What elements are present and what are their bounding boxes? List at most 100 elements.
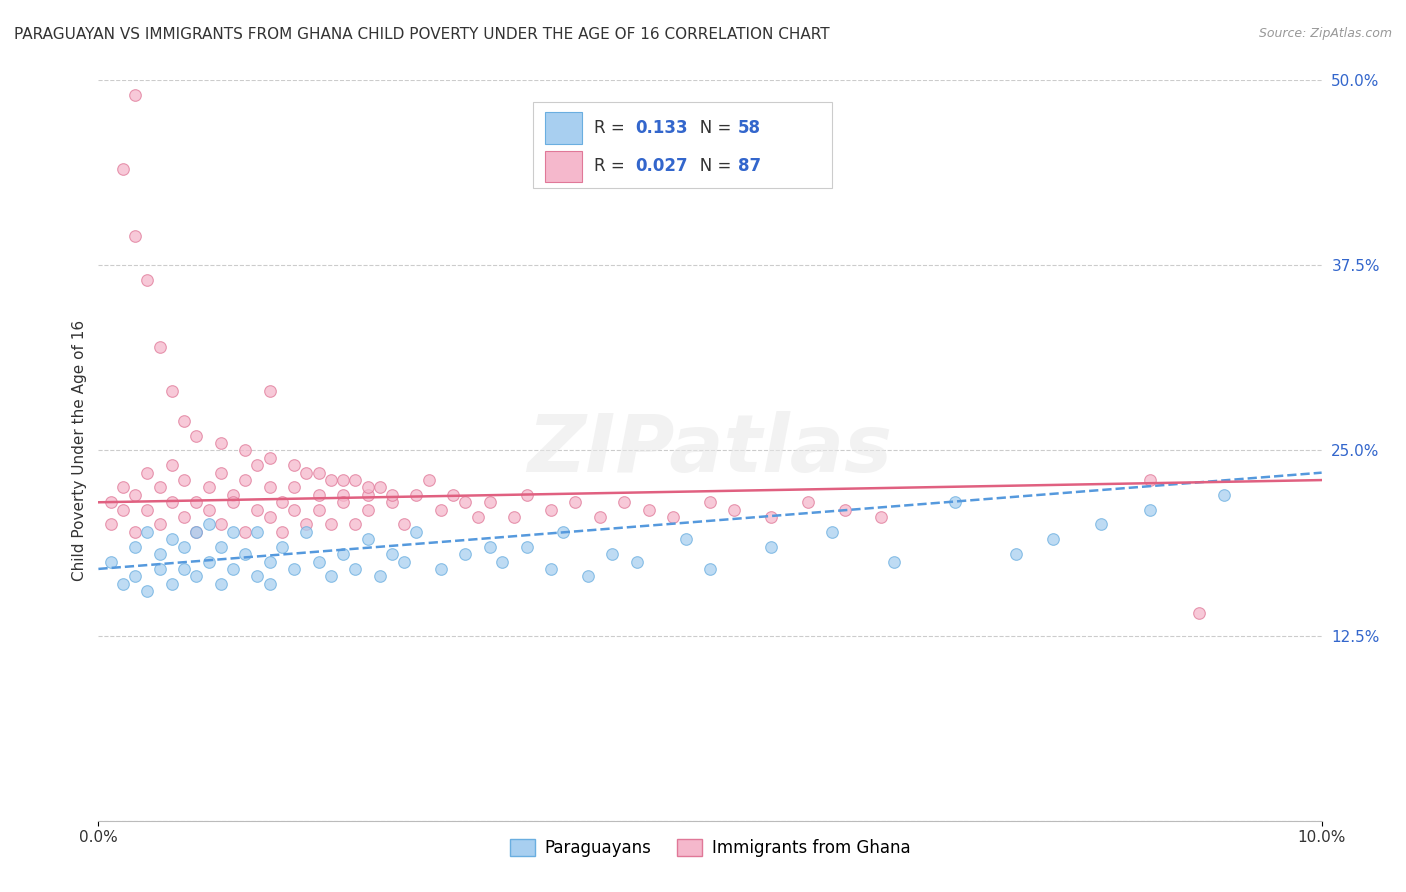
Point <box>136 584 159 599</box>
Point <box>259 450 281 465</box>
Point <box>405 488 427 502</box>
Text: 0.133: 0.133 <box>636 119 688 137</box>
Point <box>233 473 256 487</box>
Point <box>124 540 146 554</box>
Point <box>589 510 612 524</box>
Point <box>209 576 232 591</box>
Point <box>564 495 586 509</box>
Point <box>491 555 513 569</box>
Point <box>186 524 208 539</box>
Point <box>124 569 146 583</box>
Text: ZIPatlas: ZIPatlas <box>527 411 893 490</box>
Point <box>136 273 159 287</box>
Point <box>295 466 318 480</box>
Point <box>759 510 782 524</box>
Point <box>478 540 501 554</box>
Text: 58: 58 <box>738 119 761 137</box>
Point <box>368 569 391 583</box>
Point <box>308 488 330 502</box>
Point <box>699 495 721 509</box>
Text: N =: N = <box>685 157 737 176</box>
Point <box>270 540 292 554</box>
Point <box>516 488 538 502</box>
Text: 87: 87 <box>738 157 761 176</box>
Point <box>186 495 208 509</box>
Point <box>222 495 245 509</box>
Point <box>1212 488 1234 502</box>
Point <box>478 495 501 509</box>
Point <box>356 488 378 502</box>
FancyBboxPatch shape <box>546 112 582 144</box>
Text: 0.027: 0.027 <box>636 157 688 176</box>
Point <box>308 466 330 480</box>
Text: PARAGUAYAN VS IMMIGRANTS FROM GHANA CHILD POVERTY UNDER THE AGE OF 16 CORRELATIO: PARAGUAYAN VS IMMIGRANTS FROM GHANA CHIL… <box>14 27 830 42</box>
Text: Source: ZipAtlas.com: Source: ZipAtlas.com <box>1258 27 1392 40</box>
Point <box>259 555 281 569</box>
Point <box>723 502 745 516</box>
Point <box>233 524 256 539</box>
Point <box>173 414 195 428</box>
Point <box>111 480 134 494</box>
Point <box>381 547 404 561</box>
Point <box>356 502 378 516</box>
Point <box>100 555 122 569</box>
FancyBboxPatch shape <box>546 151 582 182</box>
Point <box>430 502 453 516</box>
Point <box>233 443 256 458</box>
Point <box>441 488 464 502</box>
Point <box>160 576 183 591</box>
Point <box>356 480 378 494</box>
Point <box>626 555 648 569</box>
Point <box>553 524 575 539</box>
Point <box>283 562 305 576</box>
Point <box>136 502 159 516</box>
Point <box>246 569 269 583</box>
Point <box>381 495 404 509</box>
Point <box>368 480 391 494</box>
Point <box>283 458 305 473</box>
Point <box>662 510 685 524</box>
Point <box>124 88 146 103</box>
Point <box>516 540 538 554</box>
Point <box>111 162 134 177</box>
Point <box>637 502 661 516</box>
Text: N =: N = <box>685 119 737 137</box>
Point <box>283 502 305 516</box>
Point <box>124 488 146 502</box>
Point <box>149 562 172 576</box>
Point <box>209 436 232 450</box>
Point <box>111 576 134 591</box>
Point <box>246 502 269 516</box>
Point <box>197 555 219 569</box>
Point <box>576 569 599 583</box>
Point <box>613 495 636 509</box>
Point <box>344 517 367 532</box>
Point <box>160 495 183 509</box>
Point <box>319 517 342 532</box>
Point <box>319 569 342 583</box>
Point <box>332 473 354 487</box>
Point <box>259 510 281 524</box>
Point <box>160 458 183 473</box>
Point <box>1004 547 1026 561</box>
Point <box>136 466 159 480</box>
Point <box>1042 533 1064 547</box>
Point <box>943 495 966 509</box>
Point <box>883 555 905 569</box>
Point <box>467 510 489 524</box>
Point <box>209 517 232 532</box>
Point <box>149 480 172 494</box>
Point <box>209 466 232 480</box>
Point <box>332 547 354 561</box>
Point <box>186 428 208 442</box>
Point <box>100 495 122 509</box>
Point <box>259 384 281 399</box>
Point <box>699 562 721 576</box>
Point <box>197 517 219 532</box>
Point <box>392 555 416 569</box>
Point <box>173 510 195 524</box>
Point <box>1090 517 1112 532</box>
Point <box>295 524 318 539</box>
Point <box>454 547 477 561</box>
Point <box>197 502 219 516</box>
